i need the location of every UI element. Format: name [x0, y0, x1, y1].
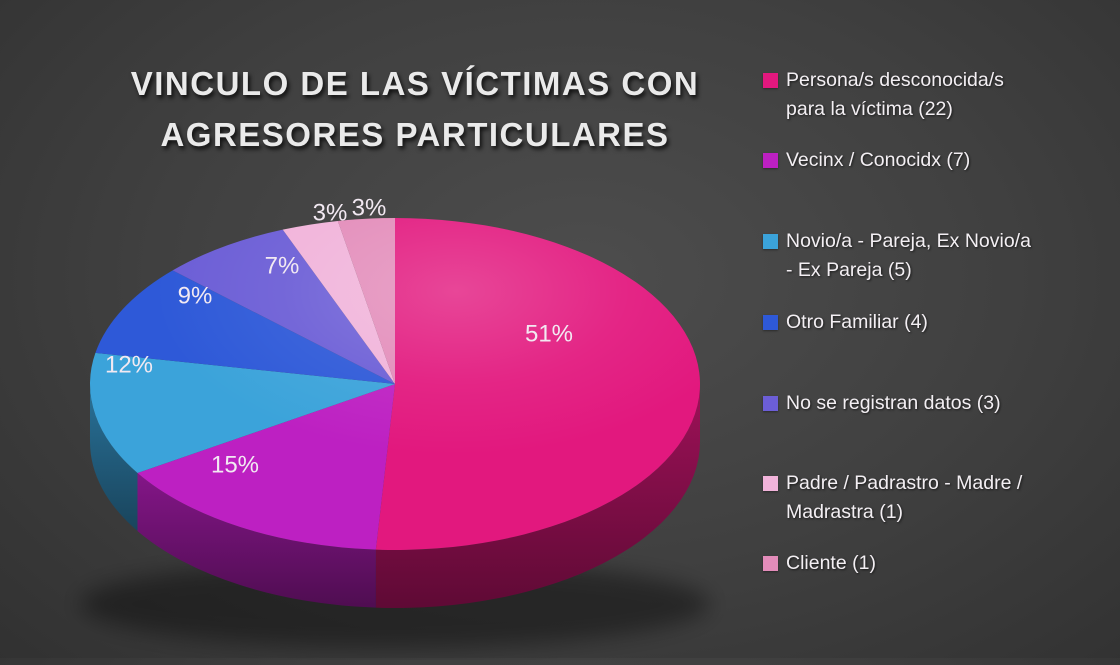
legend-item: Novio/a - Pareja, Ex Novio/a - Ex Pareja… — [763, 227, 1043, 285]
pie-percent-label: 3% — [313, 199, 348, 226]
pie-chart-svg: 51% 15% 12% 9% 7% 3% 3% — [80, 194, 710, 648]
pie-chart: 51% 15% 12% 9% 7% 3% 3% — [30, 180, 770, 660]
pie-sheen — [90, 218, 700, 550]
chart-title: VINCULO DE LAS VÍCTIMAS CON AGRESORES PA… — [130, 65, 700, 154]
legend-swatch — [763, 73, 778, 88]
legend-item-label: Padre / Padrastro - Madre / Madrastra (1… — [786, 472, 1023, 523]
pie-percent-label: 51% — [525, 320, 573, 347]
pie-percent-label: 15% — [211, 451, 259, 478]
legend-swatch — [763, 556, 778, 571]
pie-slice-side-0 — [375, 384, 700, 608]
legend-item-label: Cliente (1) — [786, 552, 876, 574]
legend-swatch — [763, 315, 778, 330]
legend-swatch — [763, 476, 778, 491]
legend-item: Otro Familiar (4) — [763, 308, 1043, 337]
legend-item: Padre / Padrastro - Madre / Madrastra (1… — [763, 469, 1043, 527]
legend-item-label: No se registran datos (3) — [786, 392, 1001, 414]
pie-percent-label: 9% — [178, 282, 213, 309]
legend-swatch — [763, 396, 778, 411]
chart-legend: Persona/s desconocida/s para la víctima … — [763, 0, 1063, 658]
legend-item: Cliente (1) — [763, 549, 1043, 578]
legend-item-label: Vecinx / Conocidx (7) — [786, 149, 971, 171]
legend-swatch — [763, 234, 778, 249]
legend-swatch — [763, 153, 778, 168]
legend-item-label: Persona/s desconocida/s para la víctima … — [786, 69, 1004, 120]
pie-percent-label: 12% — [105, 351, 153, 378]
pie-slice-side-1 — [137, 472, 376, 608]
legend-item: No se registran datos (3) — [763, 389, 1043, 418]
legend-item: Persona/s desconocida/s para la víctima … — [763, 66, 1043, 124]
legend-item-label: Novio/a - Pareja, Ex Novio/a - Ex Pareja… — [786, 230, 1031, 281]
pie-percent-label: 7% — [265, 252, 300, 279]
legend-item: Vecinx / Conocidx (7) — [763, 146, 1043, 175]
legend-item-label: Otro Familiar (4) — [786, 311, 928, 333]
pie-slice-side-2 — [90, 384, 138, 531]
pie-percent-label: 3% — [352, 194, 387, 221]
